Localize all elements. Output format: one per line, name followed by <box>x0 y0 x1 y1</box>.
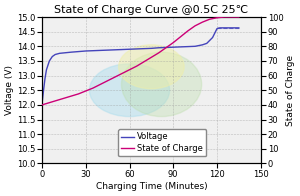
Legend: Voltage, State of Charge: Voltage, State of Charge <box>118 129 206 156</box>
Ellipse shape <box>122 52 202 117</box>
Y-axis label: Voltage (V): Voltage (V) <box>5 65 14 115</box>
Title: State of Charge Curve @0.5C 25℃: State of Charge Curve @0.5C 25℃ <box>54 5 248 15</box>
X-axis label: Charging Time (Minutes): Charging Time (Minutes) <box>96 182 207 191</box>
Y-axis label: State of Charge: State of Charge <box>286 55 295 126</box>
Ellipse shape <box>89 64 170 117</box>
Ellipse shape <box>118 45 184 89</box>
